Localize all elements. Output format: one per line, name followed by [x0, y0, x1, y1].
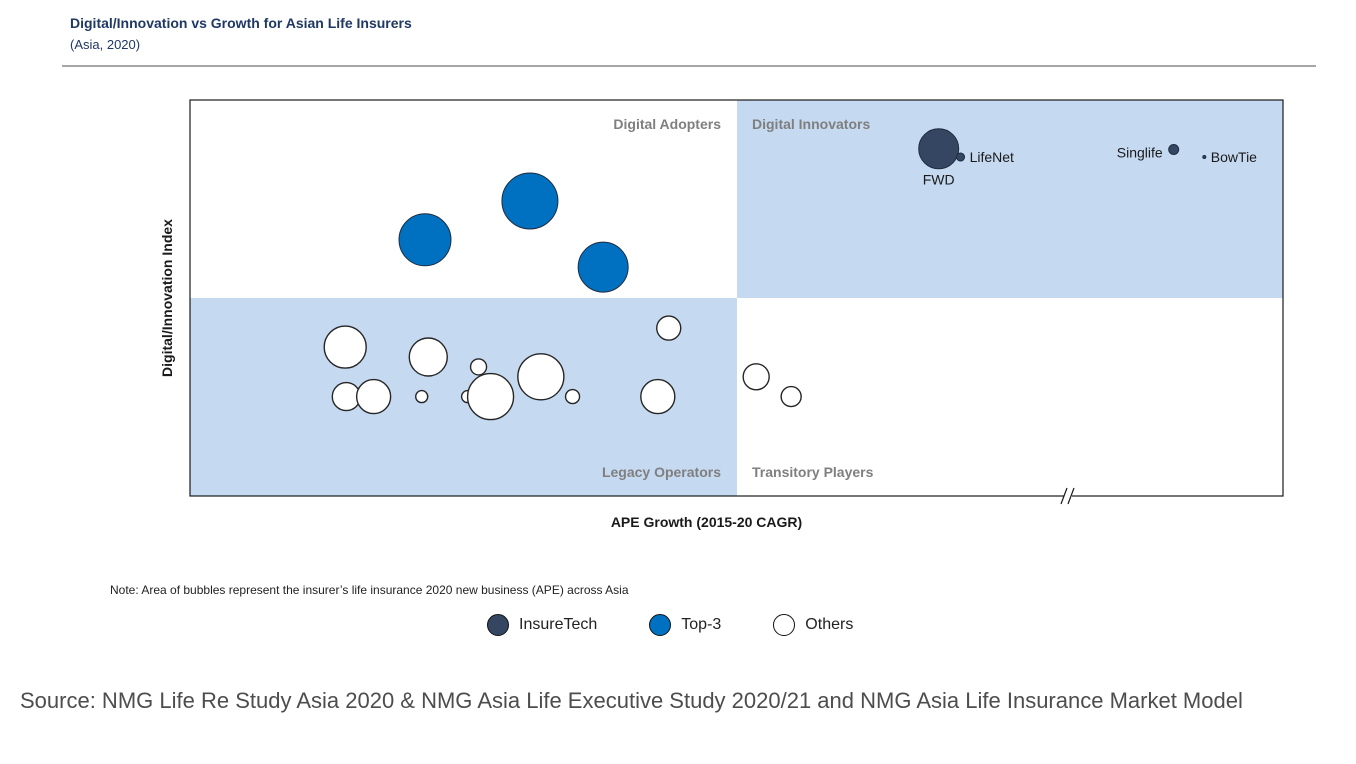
bubble-others-15: [415, 389, 429, 404]
bubble-top3-5: [398, 213, 452, 267]
bubble-label-fwd: FWD: [923, 172, 955, 188]
bubble-lifenet: [956, 152, 966, 162]
bubble-others-19: [640, 378, 676, 415]
bubble-others-20: [780, 385, 802, 408]
quadrant-label-transitory-players: Transitory Players: [752, 464, 874, 480]
quadrant-label-digital-innovators: Digital Innovators: [752, 116, 870, 132]
bubble-label-lifenet: LifeNet: [970, 149, 1014, 165]
legend-label-others: Others: [805, 616, 854, 633]
legend-item-insuretech: InsureTech: [487, 614, 597, 636]
legend-label-insuretech: InsureTech: [519, 616, 598, 633]
y-axis-label: Digital/Innovation Index: [159, 219, 175, 377]
chart-note: Note: Area of bubbles represent the insu…: [110, 583, 629, 597]
plot-frame: [189, 99, 1284, 497]
legend: InsureTech Top-3 Others: [487, 614, 905, 636]
legend-swatch-others: [773, 614, 796, 636]
bubble-label-singlife: Singlife: [1117, 145, 1163, 161]
bubble-others-14: [355, 378, 392, 415]
bubble-others-11: [517, 353, 565, 401]
bubble-top3-4: [501, 172, 559, 230]
bubble-fwd: [918, 128, 960, 170]
bubble-others-18: [564, 388, 581, 405]
legend-swatch-top3: [649, 614, 672, 636]
bubble-label-bowtie: BowTie: [1211, 149, 1257, 165]
bubble-top3-6: [577, 241, 629, 293]
quadrant-digital-adopters: [190, 100, 737, 298]
bubble-layer: FWD LifeNet Singlife BowTie: [323, 128, 1257, 421]
bubble-others-17: [466, 372, 515, 421]
quadrant-transitory-players: [737, 298, 1283, 496]
bubble-others-12: [742, 363, 770, 391]
legend-label-top3: Top-3: [681, 616, 722, 633]
header-divider: [62, 65, 1316, 67]
legend-item-top3: Top-3: [649, 614, 721, 636]
quadrant-digital-innovators: [737, 100, 1283, 298]
chart-subtitle: (Asia, 2020): [70, 37, 141, 52]
bubble-others-9: [408, 337, 448, 377]
bubble-singlife: [1168, 144, 1180, 155]
bubble-chart: Digital Adopters Digital Innovators Lega…: [159, 99, 1284, 530]
chart-title: Digital/Innovation vs Growth for Asian L…: [70, 15, 412, 31]
bubble-others-7: [656, 315, 682, 341]
bubble-others-10: [469, 358, 488, 376]
legend-swatch-insuretech: [487, 614, 509, 636]
bubble-others-8: [323, 325, 367, 369]
legend-item-others: Others: [773, 614, 853, 636]
quadrant-label-legacy-operators: Legacy Operators: [602, 464, 721, 480]
x-axis-label: APE Growth (2015-20 CAGR): [611, 514, 802, 530]
quadrant-label-digital-adopters: Digital Adopters: [613, 116, 721, 132]
bubble-bowtie: [1202, 155, 1207, 160]
axis-break-mark: [1060, 487, 1075, 505]
source-text: Source: NMG Life Re Study Asia 2020 & NM…: [20, 688, 1243, 713]
